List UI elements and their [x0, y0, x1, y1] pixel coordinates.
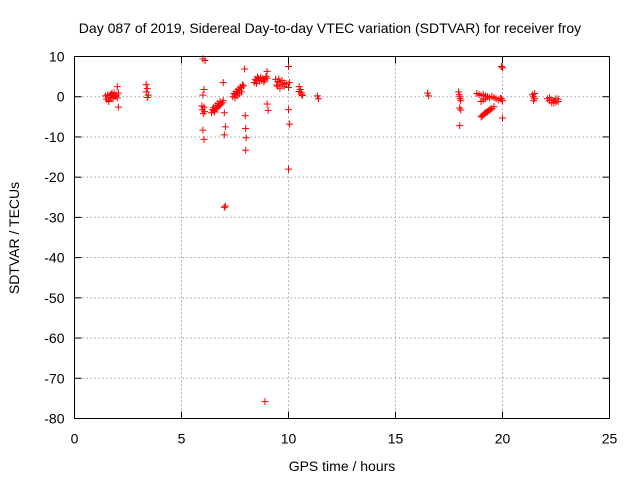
data-point [241, 112, 249, 120]
y-tick-labels: 10 0 -10 -20 -30 -40 -50 -60 -70 -80 [44, 49, 64, 427]
data-point [275, 75, 283, 83]
data-point [221, 123, 229, 131]
x-tick-labels: 0 5 10 15 20 25 [71, 431, 618, 447]
data-point [285, 165, 292, 173]
y-axis-label: SDTVAR / TECUs [6, 182, 22, 294]
data-point [242, 124, 250, 132]
data-point [457, 97, 465, 105]
data-point [554, 95, 562, 103]
data-point [487, 105, 495, 113]
data-point [314, 95, 322, 103]
data-point [425, 92, 433, 100]
x-tick-label: 0 [71, 431, 79, 447]
y-tick-label: -80 [44, 411, 64, 427]
y-tick-label: -60 [44, 330, 64, 346]
data-point [114, 103, 122, 111]
data-point [199, 126, 207, 134]
data-point [280, 79, 288, 87]
data-point [285, 83, 292, 91]
data-point [240, 82, 248, 90]
data-point [200, 103, 208, 111]
data-point [199, 91, 207, 99]
y-tick-label: -30 [44, 209, 64, 225]
data-point [220, 203, 228, 211]
data-point [264, 106, 272, 114]
data-point [217, 100, 225, 108]
data-point [456, 122, 464, 130]
data-point [242, 146, 250, 154]
plot-frame [74, 56, 610, 419]
x-tick-label: 5 [178, 431, 186, 447]
data-point [143, 94, 151, 102]
x-axis-label: GPS time / hours [289, 458, 396, 474]
data-point [276, 84, 284, 92]
data-point [260, 78, 268, 86]
data-point [113, 83, 121, 91]
data-point [252, 79, 260, 87]
data-point [237, 88, 245, 96]
data-point [273, 81, 281, 89]
data-point [219, 79, 227, 87]
x-tick-label: 25 [602, 431, 618, 447]
data-point [285, 106, 292, 114]
y-tick-label: -10 [44, 129, 64, 145]
data-point [531, 90, 539, 98]
data-point [263, 100, 271, 108]
x-tick-label: 10 [281, 431, 297, 447]
data-point [238, 81, 246, 89]
y-tick-label: 10 [49, 49, 65, 65]
data-point [201, 57, 209, 65]
data-point [105, 98, 113, 106]
data-point [298, 92, 306, 100]
data-point [481, 95, 489, 103]
axis-ticks [74, 56, 610, 419]
data-point [253, 73, 261, 81]
data-point [143, 85, 151, 93]
data-point [200, 135, 208, 143]
data-point [220, 109, 228, 117]
data-point [457, 106, 465, 114]
data-point [113, 94, 121, 102]
data-point [220, 131, 228, 139]
data-point [263, 67, 271, 75]
data-point [497, 63, 505, 71]
data-point [499, 64, 506, 72]
data-point [114, 89, 122, 97]
y-tick-label: 0 [57, 89, 65, 105]
data-point [285, 63, 292, 71]
gridlines [74, 56, 610, 419]
data-point [261, 398, 269, 406]
data-point [262, 73, 270, 81]
x-tick-label: 15 [388, 431, 404, 447]
data-points [102, 55, 562, 406]
y-tick-label: -40 [44, 250, 64, 266]
data-point [241, 65, 249, 73]
data-point [497, 95, 505, 103]
data-point [286, 120, 294, 128]
data-point [201, 108, 209, 116]
chart-title: Day 087 of 2019, Sidereal Day-to-day VTE… [79, 20, 581, 36]
x-tick-label: 20 [495, 431, 511, 447]
data-point [211, 108, 219, 116]
data-point [499, 114, 506, 122]
data-point [200, 85, 208, 93]
y-tick-label: -50 [44, 290, 64, 306]
data-point [263, 74, 271, 82]
data-point [142, 81, 150, 89]
data-point [297, 90, 305, 98]
data-point [221, 202, 229, 210]
y-tick-label: -70 [44, 370, 64, 386]
y-tick-label: -20 [44, 169, 64, 185]
data-point [530, 97, 538, 105]
data-point [109, 92, 117, 100]
data-point [242, 134, 250, 142]
